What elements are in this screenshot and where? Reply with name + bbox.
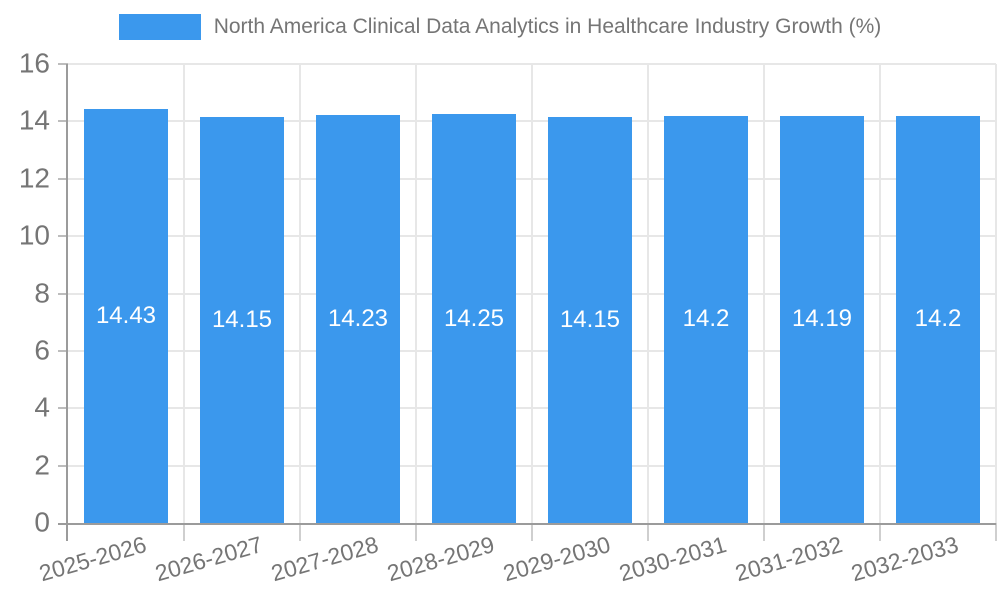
y-axis-tick-label: 8 (34, 276, 50, 308)
y-tick (58, 464, 68, 467)
v-gridline (995, 64, 997, 523)
y-axis-tick-label: 14 (18, 104, 50, 136)
bar-2027-2028[interactable]: 14.23 (316, 114, 400, 523)
bar-2032-2033[interactable]: 14.2 (896, 115, 980, 523)
bar-value-label: 14.19 (791, 305, 853, 333)
x-tick (415, 523, 417, 541)
bar-value-label: 14.15 (559, 306, 621, 334)
y-tick (58, 235, 68, 238)
x-axis-category-label: 2026-2027 (152, 531, 266, 587)
x-tick (299, 523, 301, 541)
x-axis-category-label: 2025-2026 (36, 531, 150, 587)
bar-2030-2031[interactable]: 14.2 (664, 115, 748, 523)
y-tick (58, 63, 68, 65)
x-tick (763, 523, 765, 541)
y-axis-tick-label: 4 (34, 391, 50, 423)
x-tick (531, 523, 533, 541)
bar-value-label: 14.2 (682, 305, 730, 333)
x-axis-line (58, 523, 996, 525)
bar-column: 14.25 (416, 64, 533, 541)
y-axis-tick-label: 6 (34, 334, 50, 366)
y-axis-tick-label: 10 (18, 219, 50, 251)
v-gridline (183, 64, 185, 523)
v-gridline (531, 64, 533, 523)
x-tick (647, 523, 649, 541)
bar-column: 14.19 (764, 64, 881, 541)
bar-value-label: 14.15 (211, 306, 273, 334)
bar-2026-2027[interactable]: 14.15 (200, 117, 284, 523)
bar-value-label: 14.43 (95, 302, 157, 330)
y-axis-tick-label: 0 (34, 506, 50, 538)
chart-legend: North America Clinical Data Analytics in… (0, 14, 1000, 40)
x-axis-category-label: 2031-2032 (732, 531, 846, 587)
legend-swatch[interactable] (118, 14, 201, 40)
bar-value-label: 14.25 (443, 304, 505, 332)
bar-value-label: 14.23 (327, 304, 389, 332)
bar-2028-2029[interactable]: 14.25 (432, 114, 516, 523)
bar-column: 14.15 (532, 64, 649, 541)
y-axis-line (66, 64, 68, 541)
y-axis-labels: 0 2 4 6 8 10 12 14 16 (0, 47, 50, 537)
bar-column: 14.2 (880, 64, 997, 541)
v-gridline (647, 64, 649, 523)
bar-2029-2030[interactable]: 14.15 (548, 117, 632, 523)
bar-column: 14.2 (648, 64, 765, 541)
y-axis-tick-label: 2 (34, 448, 50, 480)
plot-area: 14.43 14.15 14.23 14.25 14.15 14.2 14.19 14.2 (58, 63, 997, 541)
v-gridline (299, 64, 301, 523)
y-tick (58, 292, 68, 295)
x-tick (183, 523, 185, 541)
bar-2025-2026[interactable]: 14.43 (84, 109, 168, 523)
x-axis-category-label: 2032-2033 (848, 531, 962, 587)
v-gridline (763, 64, 765, 523)
v-gridline (879, 64, 881, 523)
bar-column: 14.23 (300, 64, 417, 541)
y-axis-tick-label: 12 (18, 162, 50, 194)
y-tick (58, 349, 68, 352)
bar-column: 14.43 (68, 64, 185, 541)
bar-value-label: 14.2 (914, 305, 962, 333)
legend-title[interactable]: North America Clinical Data Analytics in… (213, 15, 882, 38)
x-axis-category-label: 2027-2028 (268, 531, 382, 587)
bar-2031-2032[interactable]: 14.19 (780, 115, 864, 523)
x-tick (995, 523, 997, 541)
x-axis-category-label: 2029-2030 (500, 531, 614, 587)
x-axis-category-label: 2028-2029 (384, 531, 498, 587)
v-gridline (415, 64, 417, 523)
x-axis-labels: 2025-2026 2026-2027 2027-2028 2028-2029 2029… (36, 527, 996, 600)
y-tick (58, 177, 68, 180)
y-tick (58, 120, 68, 123)
x-axis-category-label: 2030-2031 (616, 531, 730, 587)
y-tick (58, 407, 68, 410)
y-axis-tick-label: 16 (18, 47, 50, 79)
x-tick (879, 523, 881, 541)
bar-column: 14.15 (184, 64, 301, 541)
